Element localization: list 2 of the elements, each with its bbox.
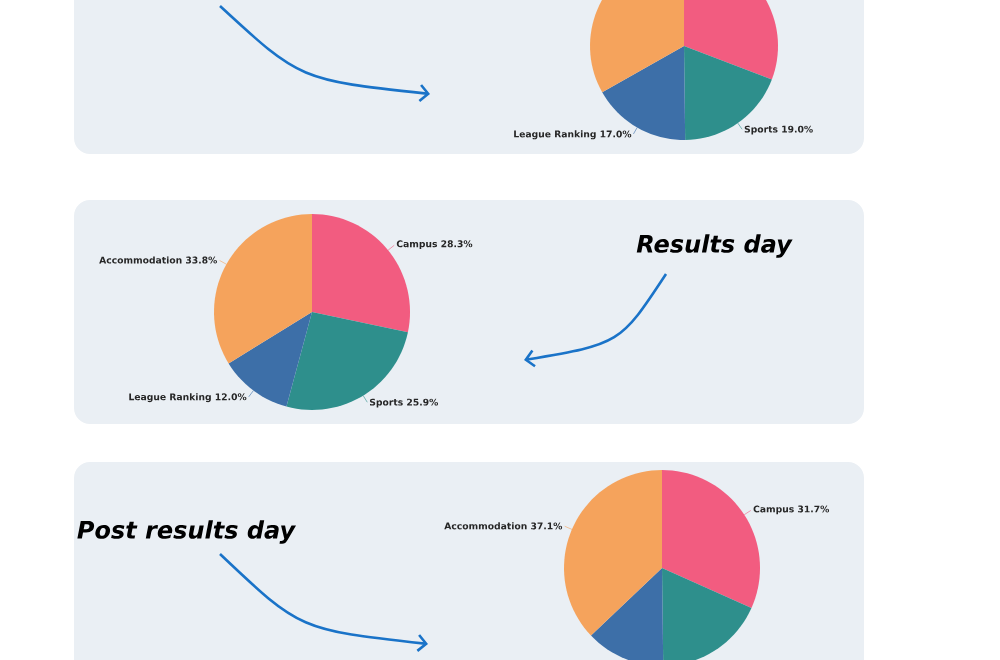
text: Results day (636, 234, 793, 258)
text: Post results day (77, 520, 297, 544)
